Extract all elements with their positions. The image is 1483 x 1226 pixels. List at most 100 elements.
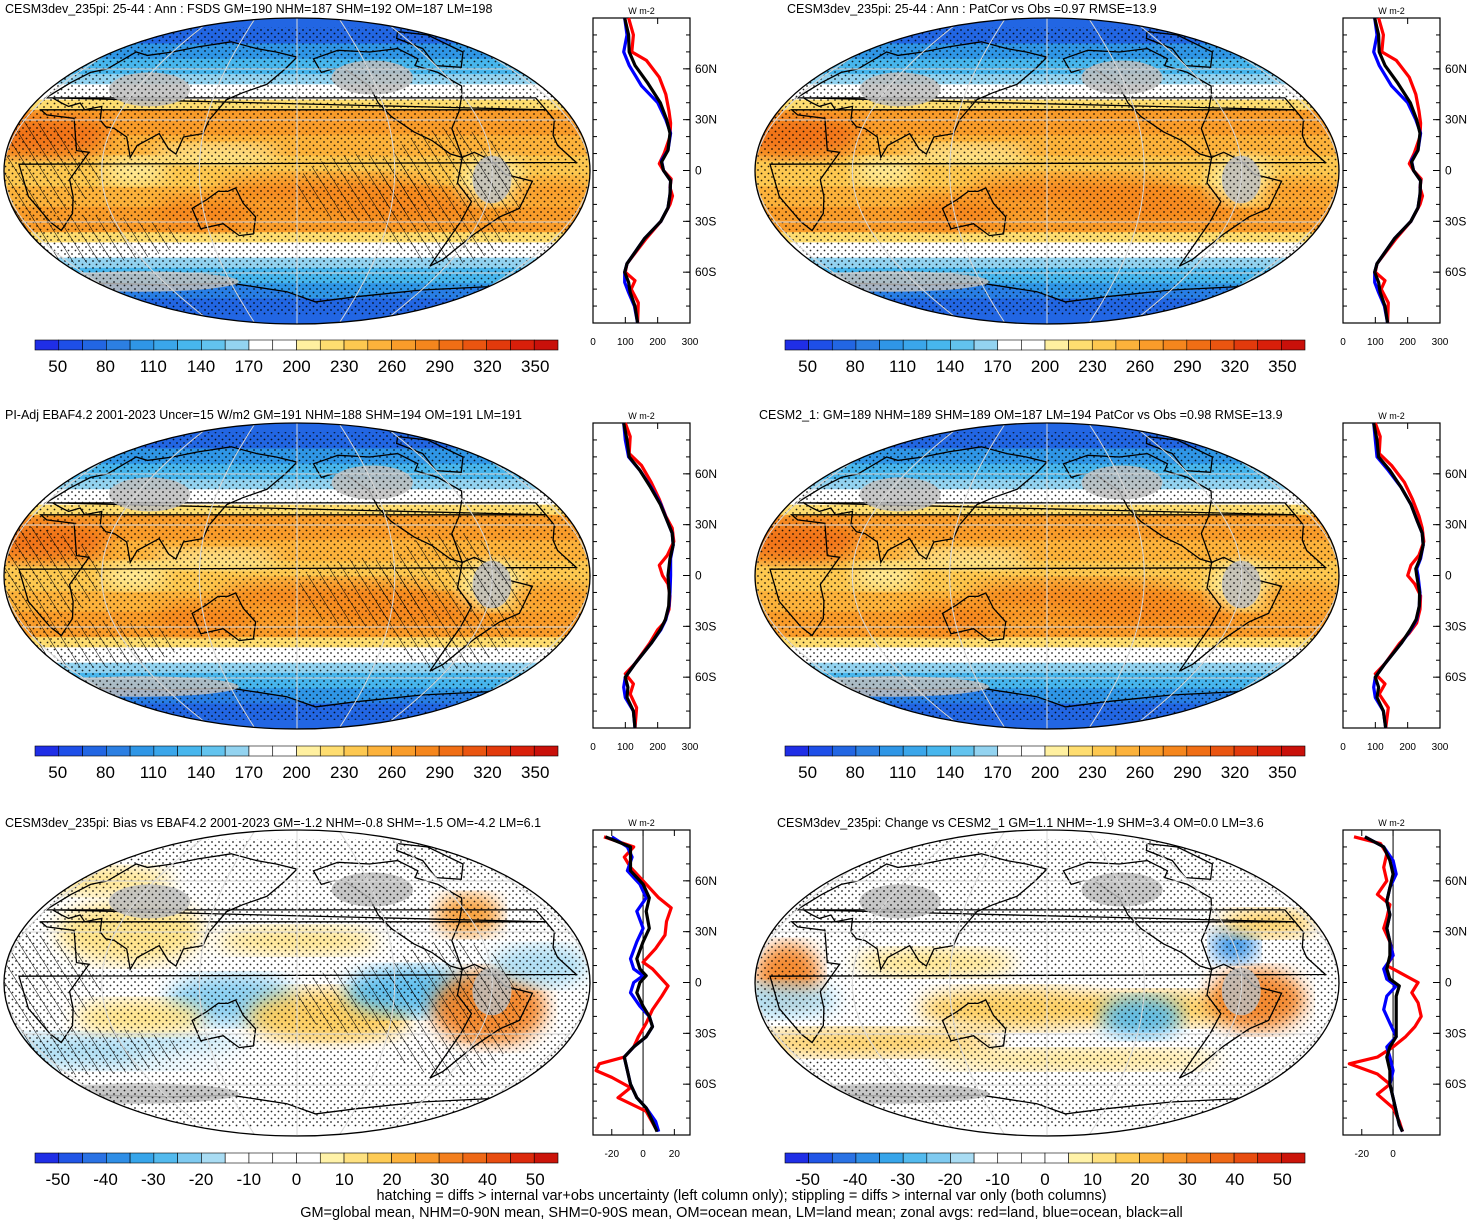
zonal-y-tick-label: 30S [695, 619, 716, 633]
colorbar-box [201, 1152, 226, 1164]
colorbar-box [367, 745, 392, 757]
colorbar-box [343, 745, 369, 757]
colorbar-box [319, 339, 345, 351]
colorbar-box [784, 745, 809, 757]
colorbar-tick-label: 260 [378, 763, 406, 782]
colorbar-box [902, 745, 928, 757]
colorbar-box [462, 1152, 487, 1164]
zonal-line-all [622, 422, 675, 729]
colorbar-box [153, 339, 178, 351]
map-field [755, 18, 1339, 324]
panel-title: PI-Adj EBAF4.2 2001-2023 Uncer=15 W/m2 G… [5, 408, 522, 422]
zonal-line-all [1364, 835, 1404, 1133]
colorbar-box [248, 1152, 274, 1164]
panel-title: CESM2_1: GM=189 NHM=189 SHM=189 OM=187 L… [759, 408, 1283, 422]
zonal-y-tick-label: 60N [1445, 467, 1467, 481]
zonal-x-tick-label: 100 [1367, 337, 1384, 348]
colorbar-box [1091, 745, 1117, 757]
zonal-line-all [1373, 17, 1423, 324]
colorbar-box [973, 1152, 999, 1164]
colorbar-tick-label: -20 [938, 1170, 963, 1189]
zonal-frame [592, 17, 691, 324]
colorbar-tick-label: -40 [93, 1170, 118, 1189]
zonal-x-tick-label: 0 [1390, 1149, 1396, 1160]
colorbar-tick-label: -30 [890, 1170, 915, 1189]
colorbar-box [177, 745, 202, 757]
colorbar-tick-label: 0 [1040, 1170, 1049, 1189]
colorbar-tick-label: -20 [189, 1170, 214, 1189]
colorbar-box [415, 745, 440, 757]
zonal-y-tick-label: 30N [695, 518, 717, 532]
colorbar-tick-label: 170 [983, 357, 1011, 376]
colorbar-box [58, 1152, 83, 1164]
colorbar-tick-label: 50 [798, 357, 817, 376]
zonal-y-tick-label: 0 [1445, 164, 1452, 178]
colorbar-tick-label: 260 [1126, 357, 1154, 376]
colorbar-tick-label: 110 [889, 357, 916, 376]
colorbar-tick-label: 290 [426, 357, 454, 376]
zonal-unit-label: W m-2 [628, 411, 655, 421]
footnote-line-2: GM=global mean, NHM=0-90N mean, SHM=0-90… [300, 1205, 1183, 1221]
map-field [755, 423, 1339, 729]
colorbar-tick-label: -40 [843, 1170, 868, 1189]
colorbar-box [879, 745, 904, 757]
colorbar-box [272, 1152, 297, 1164]
colorbar-box [808, 339, 833, 351]
colorbar-box [1021, 745, 1046, 757]
colorbar-tick-label: 320 [1221, 357, 1249, 376]
colorbar-box [808, 1152, 833, 1164]
colorbar-tick-label: 320 [473, 357, 501, 376]
colorbar-tick-label: 10 [335, 1170, 354, 1189]
panel-middle-left: PI-Adj EBAF4.2 2001-2023 Uncer=15 W/m2 G… [3, 408, 717, 782]
zonal-line-all [1372, 422, 1425, 729]
zonal-frame [1342, 422, 1441, 729]
colorbar-box [1186, 745, 1211, 757]
colorbar-box [34, 745, 60, 757]
colorbar-tick-label: 350 [521, 357, 549, 376]
colorbar-box [343, 1152, 369, 1164]
zonal-y-tick-label: 60N [695, 874, 717, 888]
colorbar-tick-label: 350 [1268, 763, 1296, 782]
colorbar-tick-label: 80 [96, 763, 115, 782]
colorbar-box [82, 745, 107, 757]
colorbar-box [438, 1152, 464, 1164]
colorbar-box [248, 745, 274, 757]
zonal-x-tick-label: 300 [682, 742, 699, 753]
zonal-y-tick-label: 0 [695, 976, 702, 990]
colorbar-box [106, 339, 131, 351]
colorbar-tick-label: -50 [45, 1170, 70, 1189]
colorbar-box [391, 339, 416, 351]
panel-top-right: CESM3dev_235pi: 25-44 : Ann : PatCor vs … [754, 2, 1467, 376]
zonal-y-tick-label: 30N [695, 113, 717, 127]
zonal-y-tick-label: 60N [1445, 874, 1467, 888]
colorbar-box [106, 1152, 131, 1164]
panel-title: CESM3dev_235pi: Bias vs EBAF4.2 2001-202… [5, 816, 541, 830]
map-border [3, 422, 591, 730]
zonal-x-tick-label: 0 [590, 337, 596, 348]
colorbar-box [1068, 1152, 1093, 1164]
colorbar-box [177, 339, 202, 351]
colorbar-box [415, 339, 440, 351]
zonal-y-tick-label: 60N [695, 62, 717, 76]
colorbar-box [784, 339, 809, 351]
colorbar-tick-label: 20 [1130, 1170, 1149, 1189]
colorbar-box [831, 745, 857, 757]
colorbar-tick-label: 230 [1078, 763, 1106, 782]
colorbar-tick-label: 50 [48, 763, 67, 782]
colorbar-box [1021, 1152, 1046, 1164]
colorbar-box [224, 339, 250, 351]
map-border [3, 17, 591, 325]
colorbar-box [950, 745, 975, 757]
zonal-y-tick-label: 30S [1445, 1026, 1466, 1040]
zonal-y-tick-label: 30S [695, 1026, 716, 1040]
panel-bottom-left: CESM3dev_235pi: Bias vs EBAF4.2 2001-202… [3, 816, 717, 1189]
colorbar-box [367, 1152, 392, 1164]
colorbar-box [1091, 1152, 1117, 1164]
zonal-x-tick-label: 100 [1367, 742, 1384, 753]
colorbar-box [224, 1152, 250, 1164]
colorbar-tick-label: 140 [187, 763, 215, 782]
zonal-x-tick-label: 300 [682, 337, 699, 348]
colorbar-box [201, 339, 226, 351]
zonal-y-tick-label: 60S [1445, 265, 1466, 279]
